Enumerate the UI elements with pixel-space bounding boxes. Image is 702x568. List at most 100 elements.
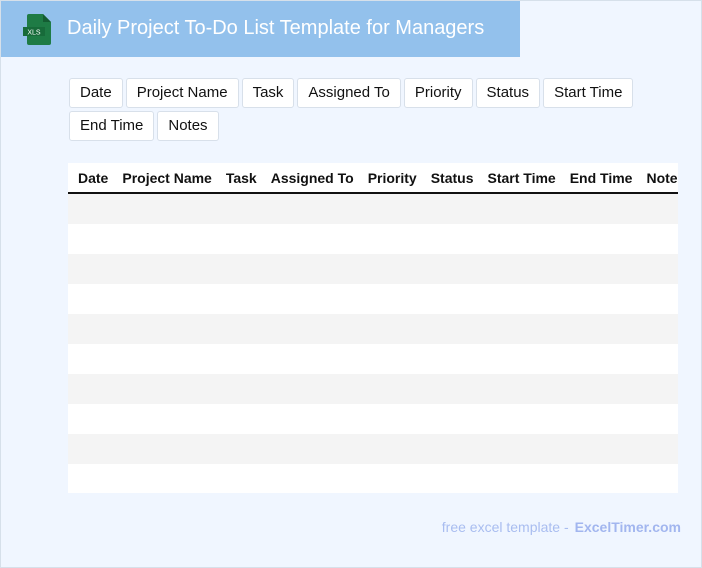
table-cell[interactable] (219, 344, 264, 374)
table-cell[interactable] (360, 254, 424, 284)
table-cell[interactable] (639, 254, 678, 284)
table-cell[interactable] (639, 464, 678, 493)
table-cell[interactable] (480, 254, 563, 284)
table-cell[interactable] (562, 254, 640, 284)
table-cell[interactable] (360, 374, 424, 404)
table-cell[interactable] (563, 224, 640, 254)
table-cell[interactable] (218, 193, 264, 224)
table-cell[interactable] (639, 344, 678, 374)
table-cell[interactable] (423, 254, 481, 284)
table-cell[interactable] (219, 284, 264, 314)
table-cell[interactable] (219, 224, 264, 254)
table-cell[interactable] (264, 224, 361, 254)
table-cell[interactable] (115, 464, 218, 493)
table-cell[interactable] (360, 314, 424, 344)
table-cell[interactable] (264, 404, 361, 434)
table-cell[interactable] (639, 284, 678, 314)
table-cell[interactable] (360, 193, 424, 224)
table-cell[interactable] (562, 434, 640, 464)
table-cell[interactable] (361, 404, 424, 434)
table-cell[interactable] (639, 193, 678, 224)
table-cell[interactable] (68, 344, 115, 374)
column-chip-status[interactable]: Status (475, 78, 541, 108)
table-cell[interactable] (263, 314, 361, 344)
table-cell[interactable] (562, 193, 640, 224)
table-cell[interactable] (481, 404, 563, 434)
column-chip-end-time[interactable]: End Time (69, 111, 155, 141)
table-cell[interactable] (639, 374, 678, 404)
table-cell[interactable] (361, 464, 424, 493)
table-cell[interactable] (480, 314, 563, 344)
table-cell[interactable] (480, 374, 563, 404)
table-cell[interactable] (639, 224, 678, 254)
table-cell[interactable] (263, 254, 361, 284)
table-cell[interactable] (361, 284, 424, 314)
table-cell[interactable] (264, 464, 361, 493)
table-cell[interactable] (563, 344, 640, 374)
table-cell[interactable] (68, 464, 115, 493)
column-chip-start-time[interactable]: Start Time (543, 78, 634, 108)
table-cell[interactable] (361, 224, 424, 254)
table-cell[interactable] (68, 374, 116, 404)
table-cell[interactable] (115, 193, 219, 224)
table-cell[interactable] (263, 193, 361, 224)
table-cell[interactable] (264, 284, 361, 314)
table-cell[interactable] (424, 284, 481, 314)
table-cell[interactable] (115, 404, 218, 434)
table-cell[interactable] (219, 464, 264, 493)
column-chip-notes[interactable]: Notes (157, 111, 219, 141)
table-cell[interactable] (424, 404, 481, 434)
table-cell[interactable] (68, 224, 115, 254)
table-cell[interactable] (115, 254, 219, 284)
column-chip-assigned-to[interactable]: Assigned To (297, 78, 401, 108)
table-cell[interactable] (219, 404, 264, 434)
table-cell[interactable] (68, 404, 115, 434)
column-chip-date[interactable]: Date (69, 78, 123, 108)
table-cell[interactable] (480, 434, 563, 464)
table-cell[interactable] (481, 284, 563, 314)
column-chip-project-name[interactable]: Project Name (125, 78, 239, 108)
table-cell[interactable] (263, 374, 361, 404)
table-cell[interactable] (424, 224, 481, 254)
table-cell[interactable] (423, 434, 481, 464)
table-cell[interactable] (481, 344, 563, 374)
table-cell[interactable] (423, 314, 481, 344)
table-cell[interactable] (218, 314, 264, 344)
table-cell[interactable] (68, 284, 115, 314)
table-cell[interactable] (360, 434, 424, 464)
table-cell[interactable] (68, 193, 116, 224)
table-cell[interactable] (481, 224, 563, 254)
table-cell[interactable] (563, 464, 640, 493)
table-cell[interactable] (68, 314, 116, 344)
table-cell[interactable] (480, 193, 563, 224)
table-cell[interactable] (115, 314, 219, 344)
table-cell[interactable] (218, 254, 264, 284)
table-cell[interactable] (562, 314, 640, 344)
table-cell[interactable] (115, 224, 218, 254)
table-cell[interactable] (639, 434, 678, 464)
table-cell[interactable] (218, 434, 264, 464)
table-cell[interactable] (562, 374, 640, 404)
table-cell[interactable] (115, 344, 218, 374)
column-chip-task[interactable]: Task (241, 78, 295, 108)
table-cell[interactable] (218, 374, 264, 404)
table-cell[interactable] (639, 404, 678, 434)
table-cell[interactable] (563, 284, 640, 314)
table-cell[interactable] (68, 254, 116, 284)
table-cell[interactable] (115, 434, 219, 464)
table-cell[interactable] (423, 374, 481, 404)
table-cell[interactable] (264, 344, 361, 374)
table-cell[interactable] (563, 404, 640, 434)
table-cell[interactable] (424, 344, 481, 374)
table-cell[interactable] (639, 314, 678, 344)
column-chip-priority[interactable]: Priority (403, 78, 473, 108)
table-cell[interactable] (115, 284, 218, 314)
table-cell[interactable] (115, 374, 219, 404)
table-cell[interactable] (424, 464, 481, 493)
table-cell[interactable] (481, 464, 563, 493)
table-cell[interactable] (263, 434, 361, 464)
table-cell[interactable] (423, 193, 481, 224)
table-cell[interactable] (361, 344, 424, 374)
footer-brand-link[interactable]: ExcelTimer.com (574, 519, 681, 535)
table-cell[interactable] (68, 434, 116, 464)
